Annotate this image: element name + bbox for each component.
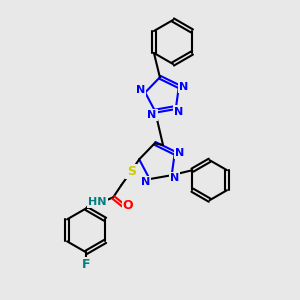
- Text: O: O: [123, 199, 134, 212]
- Text: N: N: [148, 110, 157, 120]
- Text: N: N: [136, 85, 145, 95]
- Text: HN: HN: [88, 197, 106, 207]
- Text: F: F: [82, 258, 90, 271]
- Text: N: N: [141, 177, 150, 187]
- Text: N: N: [175, 148, 184, 158]
- Text: N: N: [179, 82, 188, 92]
- Text: N: N: [170, 173, 179, 183]
- Text: N: N: [174, 106, 184, 116]
- Text: S: S: [127, 165, 136, 178]
